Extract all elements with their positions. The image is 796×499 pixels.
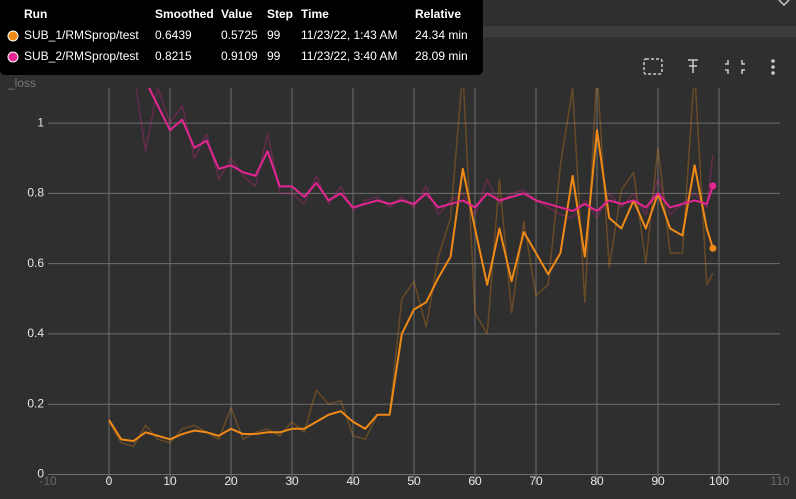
x-tick-label: 20 — [224, 474, 238, 488]
legend-label: SUB_1/RMSprop/test — [24, 28, 139, 42]
tooltip-cell: 28.09 min — [415, 49, 468, 63]
smoothed-line — [108, 129, 714, 443]
x-tick-label: 100 — [709, 474, 729, 488]
toolbar — [643, 0, 790, 75]
tooltip-cell: 99 — [267, 49, 281, 63]
fit-domain-button[interactable] — [643, 58, 663, 75]
pin-button[interactable] — [688, 59, 698, 73]
x-tick-label: 50 — [407, 474, 421, 488]
tooltip-header: Value — [221, 7, 253, 21]
x-tick-label: 70 — [529, 474, 543, 488]
tooltip-header: Run — [24, 7, 47, 21]
tooltip-cell: 0.9109 — [221, 49, 258, 63]
tooltip: Run Smoothed Value Step Time Relative SUB_1/RM… — [0, 0, 483, 75]
x-tick-label: -10 — [39, 474, 57, 488]
legend-label: SUB_2/RMSprop/test — [24, 49, 139, 63]
chart-title: _loss — [7, 76, 36, 90]
end-point — [709, 244, 717, 252]
tooltip-cell: 11/23/22, 3:40 AM — [301, 49, 398, 63]
x-tick-label: 30 — [285, 474, 299, 488]
tooltip-cell: 11/23/22, 1:43 AM — [301, 28, 398, 42]
raw-line — [108, 88, 714, 448]
tooltip-header: Smoothed — [155, 7, 214, 21]
x-tick-label: 0 — [106, 474, 113, 488]
x-tick-label: 60 — [468, 474, 482, 488]
tooltip-cell: 24.34 min — [415, 28, 468, 42]
tooltip-cell: 0.8215 — [155, 49, 192, 63]
x-tick-label: 40 — [346, 474, 360, 488]
y-tick-label: 1 — [37, 115, 44, 129]
y-tick-label: 0.4 — [27, 326, 44, 340]
tooltip-header: Step — [267, 7, 293, 21]
close-button[interactable] — [778, 0, 790, 7]
tooltip-box — [0, 0, 483, 75]
legend-swatch — [7, 30, 19, 42]
ticks: -10 0 10 20 30 40 50 60 70 80 90 100 11000.20.40.60.… — [27, 115, 790, 488]
tooltip-cell: 0.6439 — [155, 28, 192, 42]
y-tick-label: 0.2 — [27, 396, 44, 410]
x-tick-label: 80 — [590, 474, 604, 488]
collapse-button[interactable] — [725, 60, 745, 74]
header-bar — [480, 26, 796, 37]
y-tick-label: 0 — [37, 467, 44, 481]
y-tick-label: 0.8 — [27, 186, 44, 200]
plot — [108, 88, 714, 448]
y-tick-label: 0.6 — [27, 256, 44, 270]
tooltip-header: Relative — [415, 7, 461, 21]
tooltip-cell: 0.5725 — [221, 28, 258, 42]
grid — [48, 88, 780, 485]
smoothed-line — [147, 88, 714, 212]
legend-swatch — [7, 51, 19, 63]
more-button[interactable] — [771, 59, 775, 75]
end-point — [709, 182, 717, 190]
tooltip-header: Time — [301, 7, 329, 21]
x-tick-label: 10 — [163, 474, 177, 488]
tooltip-cell: 99 — [267, 28, 281, 42]
x-tick-label: 110 — [770, 474, 789, 488]
x-tick-label: 90 — [651, 474, 665, 488]
